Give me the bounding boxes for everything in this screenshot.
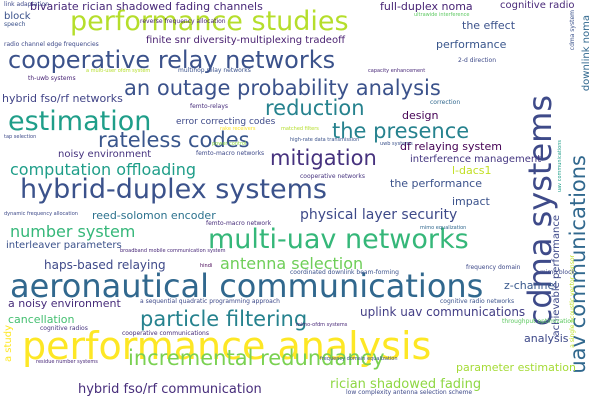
word: cognitive radio networks bbox=[440, 298, 515, 305]
word: coordinated downlink beam-forming bbox=[290, 269, 399, 276]
word: noisy environment bbox=[58, 149, 152, 160]
word: frequency domain equalization bbox=[320, 356, 398, 362]
word: mimo block bbox=[540, 269, 575, 276]
word: cooperative networks bbox=[300, 173, 365, 180]
word: reverse frequency allocation bbox=[140, 18, 226, 25]
word: 2-d direction bbox=[458, 57, 496, 64]
word: number system bbox=[10, 222, 136, 241]
word: rateless codes bbox=[98, 128, 250, 152]
word: capacity enhancement bbox=[368, 68, 426, 74]
word: cooperative relay networks bbox=[8, 46, 336, 74]
word: reduction bbox=[265, 96, 365, 120]
word: a sequential quadratic programming appro… bbox=[140, 298, 280, 305]
word: hybrid fso/rf communication bbox=[78, 382, 262, 397]
word: cdma system bbox=[569, 10, 576, 51]
word: block bbox=[4, 11, 31, 22]
word: rician shadowed fading bbox=[330, 377, 482, 392]
word: reed-solomon encoder bbox=[92, 209, 216, 222]
word: cognitive radio bbox=[500, 0, 575, 11]
word: haps-based relaying bbox=[44, 258, 166, 272]
word: l-dacs1 bbox=[452, 164, 492, 177]
word: femto-macro network bbox=[206, 220, 272, 227]
word: th-uwb systems bbox=[28, 75, 76, 82]
word: residue number systems bbox=[36, 359, 98, 365]
word: correction bbox=[430, 99, 461, 106]
word: df relaying system bbox=[400, 140, 502, 153]
word: antenna selection bbox=[220, 254, 364, 273]
word: multi-uav networks bbox=[208, 224, 469, 255]
word: mimo-ofdm systems bbox=[296, 322, 348, 328]
word: interference management bbox=[410, 154, 542, 165]
word: speech bbox=[4, 21, 26, 28]
word: a noisy environment bbox=[8, 297, 121, 310]
word: cancellation bbox=[8, 313, 75, 326]
word: finite snr diversity-multiplexing tradeo… bbox=[146, 35, 345, 46]
word: hybrid-duplex systems bbox=[20, 174, 327, 205]
word: parameter estimation bbox=[456, 361, 576, 374]
word: performance analysis bbox=[22, 324, 432, 368]
word: uav communications bbox=[557, 140, 563, 193]
word: matched filters bbox=[281, 126, 319, 132]
word: computation offloading bbox=[10, 160, 197, 179]
word: analysis bbox=[524, 332, 569, 345]
word: link adaptation bbox=[4, 1, 50, 8]
word: femto-macro networks bbox=[196, 150, 265, 157]
word: mimo equalization bbox=[420, 225, 467, 231]
word: error correcting codes bbox=[176, 117, 276, 127]
word: mitigation bbox=[270, 146, 377, 170]
word: aeronautical communications bbox=[10, 267, 484, 305]
word: performance studies bbox=[70, 6, 349, 37]
word: an outage probability analysis bbox=[124, 76, 441, 100]
word: interleaver parameters bbox=[6, 240, 122, 251]
word: full-duplex noma bbox=[380, 0, 473, 13]
word: high-rate data transmission bbox=[290, 137, 360, 143]
word: estimation bbox=[8, 106, 152, 137]
word: ultrawide interference bbox=[414, 12, 470, 18]
word: performance bbox=[436, 38, 507, 51]
word: uplink uav communications bbox=[360, 305, 526, 319]
word: rake receivers bbox=[220, 126, 256, 132]
word: z-channel bbox=[504, 279, 558, 292]
word: impact bbox=[452, 195, 490, 208]
word: downlink noma bbox=[581, 15, 592, 92]
word: hindi bbox=[200, 263, 213, 269]
word: radio channel edge frequencies bbox=[4, 41, 99, 48]
word: physical layer security bbox=[300, 207, 458, 223]
word: the presence bbox=[332, 119, 470, 143]
word: a multi-user ofdm system bbox=[86, 68, 151, 74]
word: multihop relay networks bbox=[178, 67, 251, 74]
word: the performance bbox=[390, 177, 482, 190]
word: incremental redundancy bbox=[128, 346, 385, 370]
word: tap selection bbox=[4, 134, 37, 140]
word: particle filtering bbox=[140, 307, 308, 331]
word: dynamic frequency allocation bbox=[4, 211, 78, 217]
word: broadband mobile communication system bbox=[120, 248, 226, 254]
word: low complexity antenna selection scheme bbox=[346, 389, 473, 396]
word: cognitive radios bbox=[40, 325, 88, 332]
word: power control bbox=[212, 141, 247, 147]
word: cooperative communications bbox=[122, 330, 209, 337]
word: design bbox=[402, 109, 439, 122]
word: uwb systems bbox=[380, 141, 413, 147]
word: a study bbox=[3, 325, 14, 363]
word: frequency domain bbox=[466, 264, 521, 271]
word: hybrid fso/rf networks bbox=[2, 92, 123, 105]
word: bivariate rician shadowed fading channel… bbox=[30, 0, 263, 13]
word: throughput optimization bbox=[502, 318, 575, 325]
word: the effect bbox=[462, 19, 516, 32]
word: femto-relays bbox=[190, 103, 228, 110]
